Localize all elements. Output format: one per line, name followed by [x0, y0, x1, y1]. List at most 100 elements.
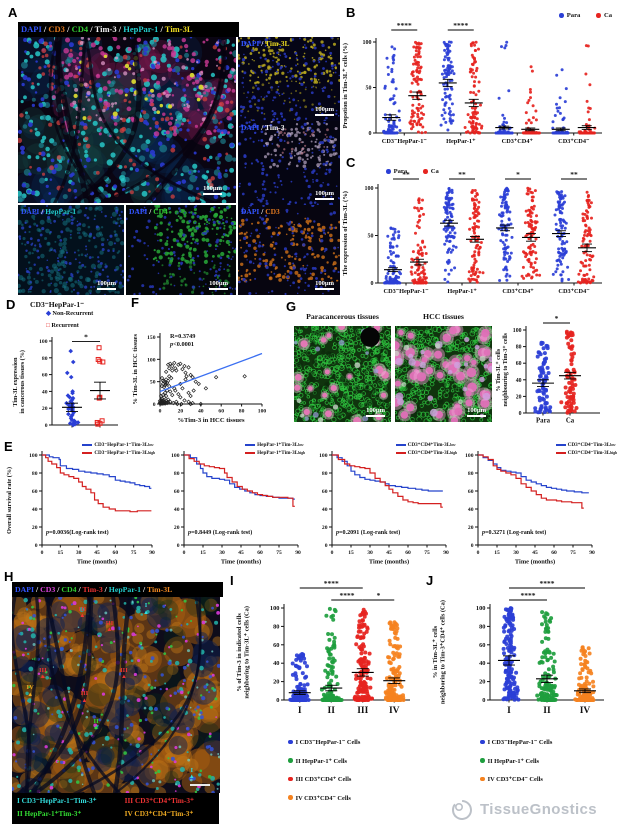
y-axis-label: % Tim-3L in HCC tissues	[132, 334, 139, 405]
h-legend-item-2: II HepPar-1⁺Tim-3⁺	[17, 808, 82, 818]
svg-text:CD3⁺CD4⁻: CD3⁺CD4⁻	[558, 288, 589, 295]
svg-text:40: 40	[174, 507, 180, 513]
cell-markers-overlay: III ▲ I ▲ III ▲ III ▲ III ▲ IV ▲ III ▲ II ▲ I ▲	[12, 597, 220, 793]
svg-text:90: 90	[589, 550, 595, 556]
scale-text: 100μm	[315, 280, 334, 287]
h-legend-item-4: IV CD3⁺CD4⁻Tim-3⁺	[124, 808, 194, 818]
svg-text:Time (months): Time (months)	[369, 559, 409, 566]
svg-text:*: *	[377, 591, 381, 600]
svg-text:15: 15	[200, 550, 206, 556]
scale-text: 100μm	[209, 280, 228, 287]
svg-text:HepPar-1⁺: HepPar-1⁺	[446, 138, 475, 145]
svg-text:**: **	[402, 170, 410, 179]
svg-text:80: 80	[468, 471, 474, 477]
panel-label-f: F	[131, 295, 139, 310]
chart-svg-E3: 0 20 40 60 80 100 0 15 30 45 60 75 90 Time (months)	[319, 451, 449, 566]
separator: /	[102, 585, 109, 594]
micro-image-g-para: 100μm	[294, 326, 391, 422]
svg-text:100: 100	[258, 409, 267, 415]
channel-Tim-3L: Tim-3L	[265, 39, 290, 48]
svg-text:20: 20	[178, 409, 184, 415]
svg-text:0: 0	[471, 543, 474, 549]
panel-label-a: A	[8, 5, 18, 20]
chart-svg-E4: 0 20 40 60 80 100 0 15 30 45 60 75 90 Time (months)	[465, 451, 595, 566]
scale-text: 100μm	[315, 190, 334, 197]
channel-DAPI: DAPI	[241, 123, 260, 132]
scale-text: 100μm	[366, 407, 385, 414]
svg-text:IV: IV	[389, 706, 400, 716]
panel-label-j: J	[426, 573, 434, 588]
svg-text:60: 60	[218, 409, 224, 415]
svg-text:II: II	[328, 706, 336, 716]
cell-marker-I: I ▲	[143, 601, 149, 616]
y-axis-label: Overall survival rate (%)	[6, 466, 13, 534]
svg-text:CD3⁻HepPar-1⁻: CD3⁻HepPar-1⁻	[382, 138, 427, 145]
svg-text:%Tim-3 in HCC tissues: %Tim-3 in HCC tissues	[177, 417, 245, 424]
svg-text:I: I	[298, 706, 302, 716]
svg-text:100: 100	[363, 40, 372, 46]
svg-text:0: 0	[276, 697, 279, 704]
tile-label: DAPI / CD4	[129, 207, 168, 216]
separator: /	[158, 24, 165, 34]
svg-text:0: 0	[482, 697, 485, 704]
svg-text:15: 15	[348, 550, 354, 556]
micro-canvas-cd3	[238, 205, 340, 295]
svg-text:90: 90	[295, 550, 301, 556]
svg-text:0: 0	[331, 550, 334, 556]
separator: /	[259, 207, 266, 216]
svg-text:40: 40	[468, 507, 474, 513]
svg-text:80: 80	[174, 471, 180, 477]
svg-text:20: 20	[273, 679, 279, 686]
panel-label-b: B	[346, 5, 356, 20]
separator: /	[39, 207, 46, 216]
svg-text:III: III	[357, 706, 368, 716]
chart-svg-G: 0 20 40 60 80 100 Para Ca *	[513, 314, 600, 425]
panel-d-title: CD3⁻HepPar-1⁻	[30, 300, 85, 309]
svg-text:75: 75	[276, 550, 282, 556]
svg-text:**: **	[458, 170, 466, 179]
chart-svg-C: 0 50 100 CD3⁻HepPar-1⁻ HepPar-1⁺ CD3⁺CD4⁺ CD3⁺…	[365, 170, 602, 295]
svg-text:0: 0	[371, 281, 374, 287]
channel-CD4: CD4	[61, 585, 77, 594]
svg-text:20: 20	[479, 679, 485, 686]
channel-HepPar-1: HepPar-1	[108, 585, 141, 594]
svg-text:CD3⁺CD4⁺: CD3⁺CD4⁺	[502, 138, 533, 145]
svg-text:0: 0	[35, 543, 38, 549]
svg-text:HepPar-1⁺: HepPar-1⁺	[447, 288, 476, 295]
svg-text:****: ****	[521, 591, 536, 600]
svg-text:Time (months): Time (months)	[221, 559, 261, 566]
channel-CD3: CD3	[40, 585, 56, 594]
svg-text:15: 15	[494, 550, 500, 556]
separator: /	[55, 585, 62, 594]
micro-canvas-h	[12, 597, 220, 793]
svg-text:60: 60	[32, 489, 38, 495]
svg-text:20: 20	[174, 525, 180, 531]
panel-label-c: C	[346, 155, 356, 170]
svg-text:0: 0	[159, 409, 162, 415]
chart-b-proportion-dotplot: 0 50 100 CD3⁻HepPar-1⁻ HepPar-1⁺ CD3⁺CD4⁺ CD3⁺…	[336, 6, 620, 152]
svg-text:60: 60	[405, 550, 411, 556]
svg-text:60: 60	[516, 361, 522, 367]
channel-CD3: CD3	[48, 24, 65, 34]
svg-text:CD3⁺CD4⁺: CD3⁺CD4⁺	[502, 288, 533, 295]
svg-text:40: 40	[32, 507, 38, 513]
svg-text:80: 80	[479, 623, 485, 630]
channel-DAPI: DAPI	[241, 207, 260, 216]
svg-text:50: 50	[366, 86, 372, 92]
svg-text:20: 20	[468, 525, 474, 531]
svg-text:100: 100	[39, 339, 48, 345]
channel-Tim-3: Tim-3	[94, 24, 117, 34]
channel-DAPI: DAPI	[15, 585, 35, 594]
scale-bar: 100μm	[315, 190, 334, 200]
scale-text: 100μm	[203, 185, 222, 192]
chart-c-expression-dotplot: 0 50 100 CD3⁻HepPar-1⁻ HepPar-1⁺ CD3⁺CD4⁺ CD3⁺…	[336, 152, 620, 302]
panel-label-d: D	[6, 297, 16, 312]
micro-image-cd4: DAPI / CD4 100μm	[126, 205, 236, 295]
svg-text:40: 40	[42, 389, 48, 395]
chart-svg-E2: 0 20 40 60 80 100 0 15 30 45 60 75 90 Time (months)	[171, 451, 301, 566]
svg-text:80: 80	[239, 409, 245, 415]
svg-text:*: *	[84, 333, 88, 342]
h-legend-item-1: I CD3⁻HepPar-1⁻Tim-3⁺	[17, 796, 97, 805]
